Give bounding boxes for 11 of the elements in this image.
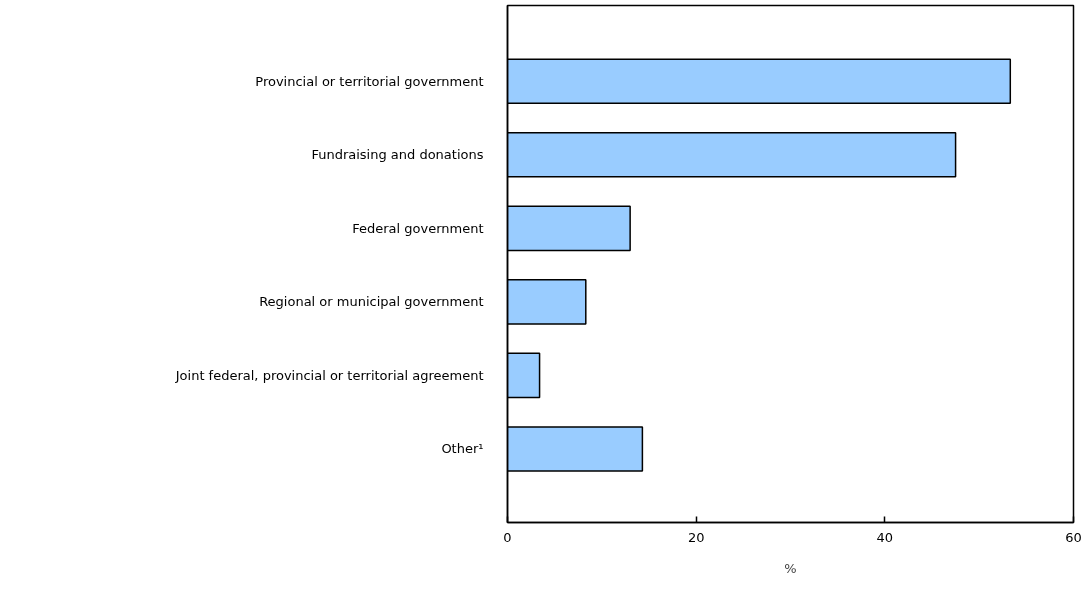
x-tick-label: 0 [503,529,512,545]
y-tick-label: Other¹ [441,441,484,457]
y-tick-label: Regional or municipal government [259,294,484,310]
y-tick-label: Provincial or territorial government [255,73,484,89]
x-axis-title: % [784,560,797,576]
x-tick-label: 40 [876,529,894,545]
y-tick-label: Fundraising and donations [311,147,484,163]
y-tick-label: Joint federal, provincial or territorial agreement [174,367,484,383]
x-tick-label: 60 [1065,529,1082,545]
y-tick-label: Federal government [352,220,484,236]
x-tick-label: 20 [687,529,705,545]
